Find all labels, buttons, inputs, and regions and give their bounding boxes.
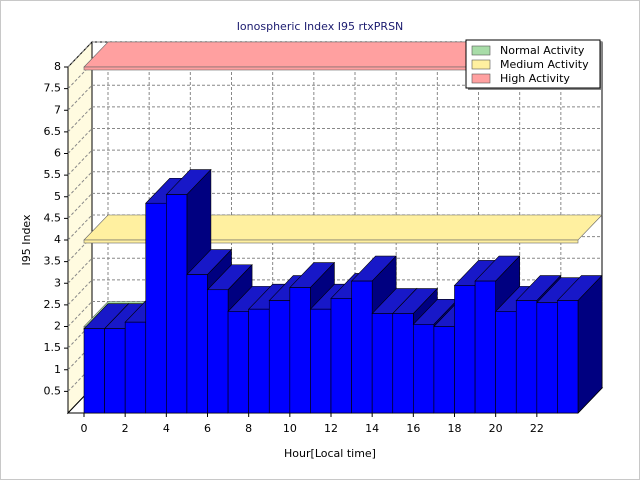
x-tick-label: 22 — [530, 422, 544, 435]
x-axis-label: Hour[Local time] — [284, 447, 376, 460]
x-tick-label: 10 — [283, 422, 297, 435]
x-tick-label: 8 — [245, 422, 252, 435]
y-tick-label: 4 — [54, 233, 61, 246]
y-tick-label: 1 — [54, 363, 61, 376]
band-edge — [83, 239, 579, 244]
y-tick-label: 7 — [54, 103, 61, 116]
bar — [268, 300, 291, 414]
bar — [351, 280, 373, 414]
bar — [330, 298, 352, 414]
bar — [392, 313, 414, 414]
bar — [104, 328, 126, 414]
grid-line — [67, 41, 93, 68]
bar — [207, 289, 229, 414]
bar — [433, 326, 455, 414]
grid-line — [67, 366, 93, 392]
y-tick-label: 6 — [54, 147, 61, 160]
grid-line — [67, 301, 93, 327]
grid-line — [67, 193, 93, 219]
x-tick-label: 0 — [81, 422, 88, 435]
y-tick-label: 2.5 — [44, 298, 62, 311]
grid-line — [67, 344, 93, 371]
bar — [536, 302, 558, 414]
legend-swatch — [471, 59, 491, 70]
y-tick-label: 7.5 — [44, 82, 62, 95]
legend-swatch — [471, 45, 491, 56]
x-tick-label: 6 — [204, 422, 211, 435]
y-tick-label: 3 — [54, 276, 61, 289]
grid-line — [67, 322, 93, 349]
y-tick-label: 0.5 — [44, 384, 62, 397]
bar — [454, 285, 476, 414]
grid-line — [67, 257, 93, 284]
legend-label: Normal Activity — [500, 44, 585, 57]
y-tick-label: 8 — [54, 60, 61, 73]
legend-swatch — [471, 73, 491, 84]
bar — [474, 280, 496, 414]
x-tick-label: 4 — [163, 422, 170, 435]
bar — [413, 324, 435, 414]
y-tick-label: 6.5 — [44, 125, 62, 138]
bar — [371, 313, 394, 414]
y-axis-label: I95 Index — [20, 214, 33, 266]
x-tick-label: 14 — [365, 422, 379, 435]
bar — [248, 308, 270, 414]
bar — [310, 308, 332, 414]
grid-line — [67, 236, 93, 262]
bar — [145, 202, 167, 414]
bar — [515, 300, 538, 414]
bar-group — [556, 274, 603, 414]
bar — [83, 328, 105, 414]
bar — [227, 311, 249, 414]
x-tick-label: 16 — [406, 422, 420, 435]
legend-label: High Activity — [500, 72, 570, 85]
legend-label: Medium Activity — [500, 58, 589, 71]
grid-line — [67, 171, 93, 198]
grid-line — [67, 63, 93, 89]
grid-line — [67, 279, 93, 306]
grid-line — [67, 84, 93, 111]
y-tick-label: 2 — [54, 320, 61, 333]
bar — [124, 321, 147, 414]
bar — [186, 274, 208, 414]
bar — [166, 194, 188, 414]
bar — [289, 287, 311, 414]
x-tick-label: 12 — [324, 422, 338, 435]
plot — [83, 41, 603, 414]
bar — [557, 300, 579, 414]
x-tick-label: 2 — [122, 422, 129, 435]
y-tick-label: 5.5 — [44, 168, 62, 181]
y-tick-label: 1.5 — [44, 341, 62, 354]
y-tick-label: 3.5 — [44, 255, 62, 268]
y-tick-label: 4.5 — [44, 211, 62, 224]
grid-line — [67, 106, 93, 133]
grid-line — [67, 128, 93, 154]
y-tick-label: 5 — [54, 190, 61, 203]
x-tick-label: 18 — [448, 422, 462, 435]
grid-line — [67, 214, 93, 241]
grid-line — [67, 149, 93, 176]
bar — [495, 311, 517, 414]
x-tick-label: 20 — [489, 422, 503, 435]
chart-title: Ionospheric Index I95 rtxPRSN — [237, 20, 404, 33]
